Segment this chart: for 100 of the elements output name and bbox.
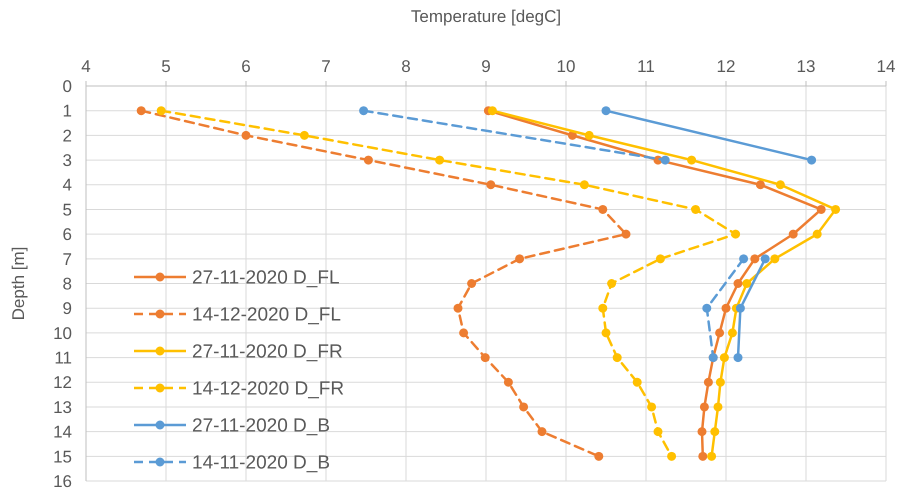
point [716,378,725,387]
point [734,353,742,362]
point [756,180,765,190]
point [300,130,309,140]
y-tick-label: 2 [62,126,72,146]
point [622,230,630,239]
x-tick-label: 13 [796,57,816,76]
y-tick-label: 9 [62,299,72,318]
point [486,180,496,190]
x-tick-label: 14 [876,57,896,76]
point [831,204,840,214]
point [760,254,770,264]
point [602,328,610,338]
point [364,156,373,165]
point [715,328,724,338]
legend-label: 14-11-2020 D_B [192,452,330,474]
point [770,254,780,264]
x-tick-label: 6 [241,57,251,76]
point [700,402,709,412]
point [515,254,524,264]
y-axis-title: Depth [m] [9,246,28,320]
y-tick-label: 14 [53,422,72,442]
point [698,427,706,436]
y-tick-label: 0 [62,76,72,96]
y-tick-label: 4 [62,176,72,195]
point [687,156,696,165]
x-tick-label: 8 [401,57,411,76]
x-axis-title: Temperature [degC] [410,7,562,26]
point [359,106,368,116]
x-tick-label: 5 [161,57,171,76]
point [710,427,720,436]
point [722,304,730,313]
point [136,106,146,116]
point [480,353,490,362]
point [602,106,610,116]
x-tick-label: 7 [321,57,331,76]
point [580,180,589,190]
point [594,452,604,461]
point [704,378,713,387]
point [728,328,737,338]
legend-label: 14-12-2020 D_FR [192,378,344,400]
point [702,304,712,313]
y-tick-label: 15 [53,447,72,466]
point [598,304,608,313]
point [691,204,700,214]
y-tick-label: 1 [62,102,72,121]
point [538,427,546,436]
point [519,402,528,412]
point [707,452,716,461]
y-tick-label: 7 [62,250,72,269]
point [660,156,670,165]
point [736,304,745,313]
y-tick-label: 12 [53,373,72,392]
x-tick-label: 11 [637,57,655,76]
point [816,204,826,214]
point [607,279,616,288]
y-tick-label: 16 [53,472,72,491]
point [454,304,462,313]
point [776,180,785,190]
point [156,106,166,116]
point [714,402,722,412]
x-tick-label: 10 [556,57,576,76]
point [739,254,748,264]
point [807,156,816,165]
legend-label: 27-11-2020 D_FR [192,342,343,363]
point [788,230,798,239]
point [632,378,642,387]
point [598,204,608,214]
x-tick-label: 4 [81,57,91,76]
point [812,230,822,239]
point [435,156,444,165]
y-tick-label: 3 [62,151,72,170]
point [584,130,594,140]
legend-label: 27-11-2020 D_FL [192,268,340,289]
x-tick-label: 9 [481,57,491,76]
legend-label: 14-12-2020 D_FL [192,304,341,326]
legend-label: 27-11-2020 D_B [192,416,330,437]
y-tick-label: 10 [53,324,72,343]
point [742,279,752,288]
y-tick-label: 8 [62,274,72,294]
point [467,279,476,288]
y-tick-label: 5 [62,200,72,220]
point [242,130,250,140]
point [720,353,729,362]
point [504,378,513,387]
point [459,328,468,338]
y-tick-label: 6 [62,225,72,244]
point [731,230,740,239]
y-tick-label: 13 [53,398,72,417]
point [488,106,497,116]
point [654,427,662,436]
y-tick-label: 11 [54,348,72,368]
point [647,402,656,412]
point [734,279,742,288]
point [656,254,665,264]
point [612,353,622,362]
x-tick-label: 12 [716,57,736,76]
point [667,452,676,461]
point [698,452,708,461]
point [750,254,760,264]
